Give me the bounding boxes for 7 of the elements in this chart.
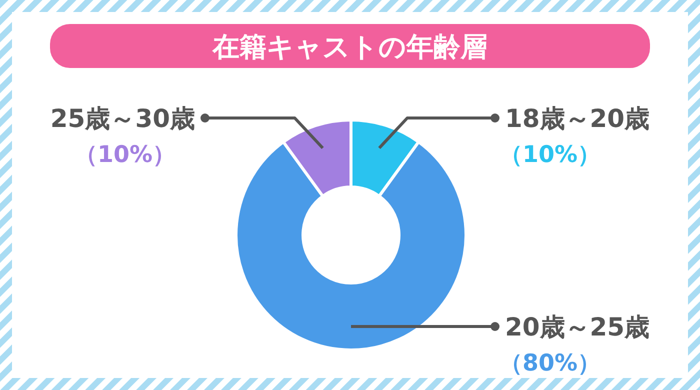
data-label: （10%） (499, 142, 601, 168)
data-label: （80%） (499, 350, 601, 376)
data-label: （10%） (74, 142, 176, 168)
slice-label: 25歳～30歳 (50, 104, 195, 133)
slice-label: 18歳～20歳 (505, 104, 650, 133)
slice-label: 20歳～25歳 (505, 312, 650, 342)
chart-title: 在籍キャストの年齢層 (212, 32, 488, 63)
